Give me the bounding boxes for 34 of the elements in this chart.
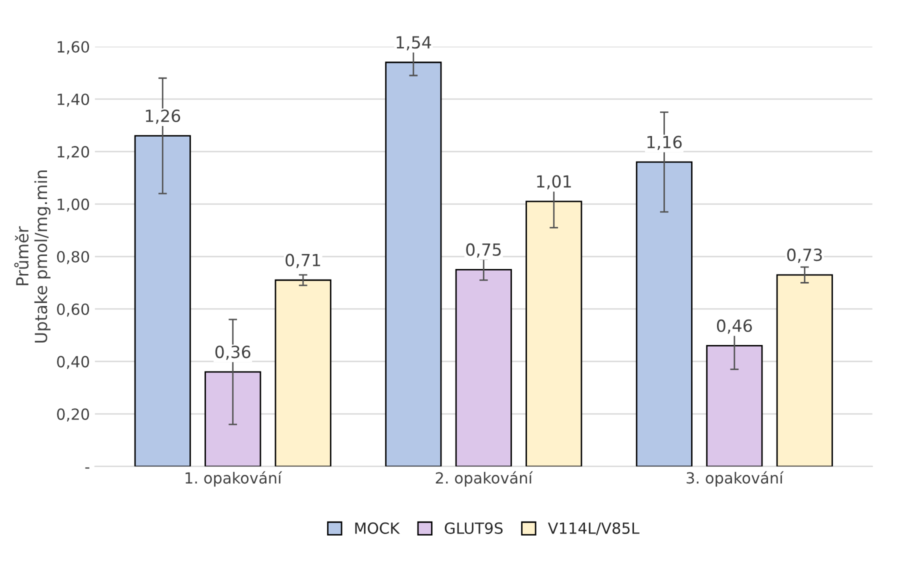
x-tick-label: 3. opakování — [686, 471, 784, 487]
bar — [385, 62, 442, 466]
y-tick-label: 0,40 — [57, 356, 90, 370]
data-label: 1,01 — [537, 175, 571, 190]
legend-label: MOCK — [355, 522, 400, 534]
y-tick-label: 0,20 — [57, 408, 90, 422]
y-tick-label: - — [85, 467, 90, 469]
legend-label: V114L/V85L — [548, 522, 640, 536]
bar — [706, 345, 763, 466]
data-label: 0,46 — [716, 319, 752, 334]
bar — [204, 371, 262, 466]
y-tick-label: 1,00 — [58, 198, 90, 212]
bar — [274, 279, 332, 466]
data-label: 0,71 — [286, 254, 320, 268]
bar — [636, 161, 692, 466]
legend-label: GLUT9S — [444, 522, 503, 534]
data-label: 1,26 — [146, 110, 180, 124]
x-tick-label: 2. opakování — [436, 471, 533, 487]
y-tick-label: 0,80 — [57, 250, 90, 264]
data-label: 1,16 — [647, 136, 682, 150]
y-tick-label: 1,60 — [58, 41, 90, 54]
data-label: 0,73 — [787, 248, 822, 263]
y-tick-label: 1,20 — [58, 146, 90, 160]
bar — [134, 135, 191, 466]
bar — [526, 200, 582, 466]
y-tick-label: 0,60 — [57, 303, 90, 317]
data-label: 0,36 — [215, 346, 250, 360]
x-tick-label: 1. opakování — [186, 471, 282, 487]
bar — [776, 274, 833, 466]
bar — [455, 268, 512, 466]
y-tick-label: 1,40 — [58, 94, 90, 107]
data-label: 0,75 — [466, 243, 501, 258]
y-axis-title: Průměr Uptake pmol/mg.min — [14, 170, 50, 343]
data-label: 1,54 — [396, 36, 432, 50]
